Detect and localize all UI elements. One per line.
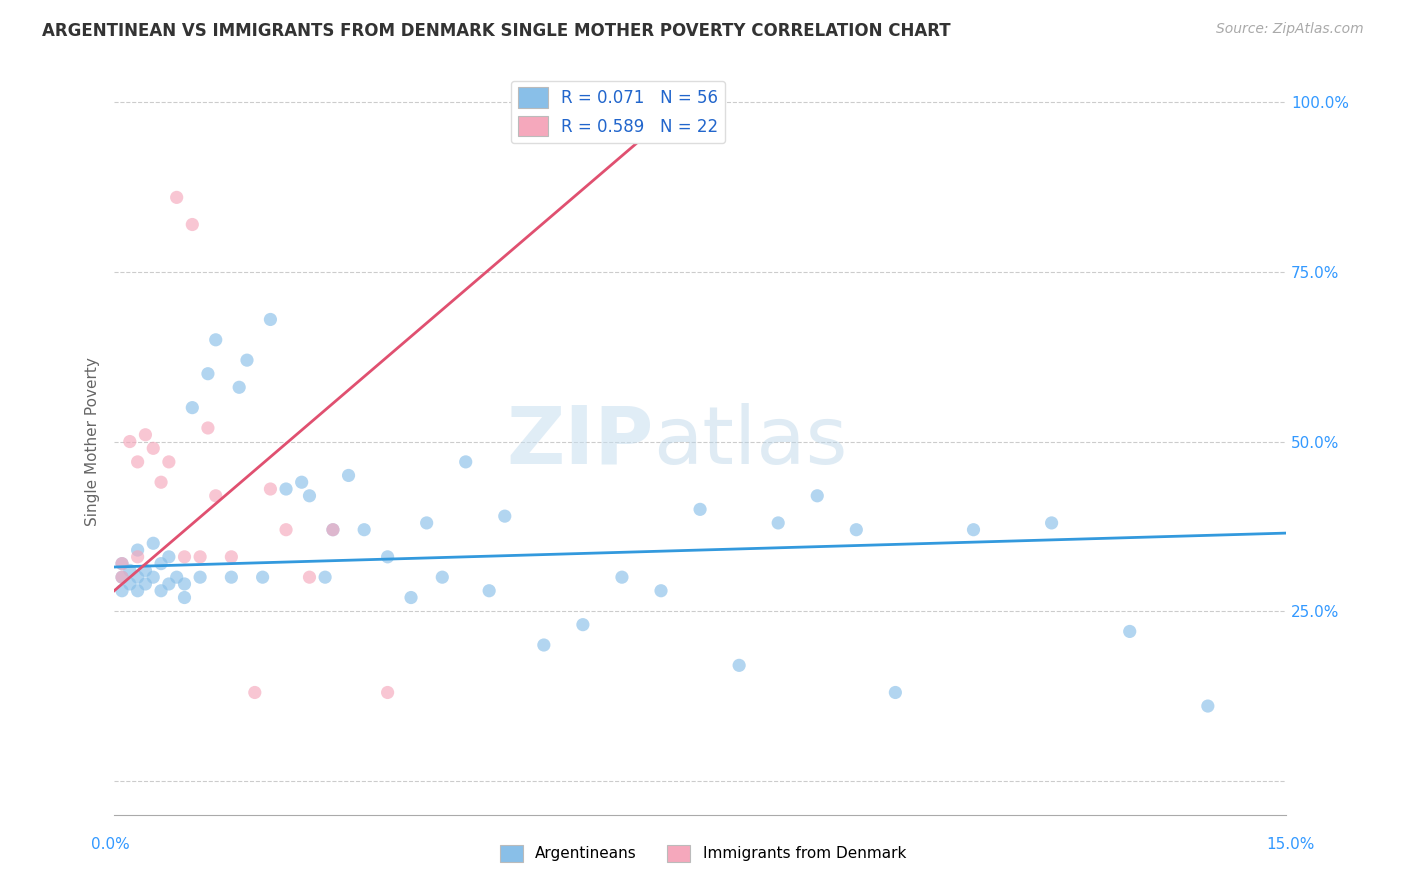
Point [127, 549, 149, 564]
Point [689, 502, 711, 516]
Text: 0.0%: 0.0% [91, 838, 131, 852]
Point [274, 482, 297, 496]
Point [728, 658, 751, 673]
Point [766, 516, 789, 530]
Point [111, 557, 134, 571]
Point [314, 570, 336, 584]
Point [173, 549, 195, 564]
Point [377, 685, 399, 699]
Point [142, 536, 165, 550]
Point [157, 549, 180, 564]
Point [118, 563, 141, 577]
Point [274, 523, 297, 537]
Legend: Argentineans, Immigrants from Denmark: Argentineans, Immigrants from Denmark [494, 838, 912, 868]
Point [572, 617, 595, 632]
Point [127, 570, 149, 584]
Legend: R = 0.071   N = 56, R = 0.589   N = 22: R = 0.071 N = 56, R = 0.589 N = 22 [512, 80, 725, 143]
Point [884, 685, 907, 699]
Point [157, 455, 180, 469]
Point [478, 583, 501, 598]
Point [252, 570, 274, 584]
Text: Source: ZipAtlas.com: Source: ZipAtlas.com [1216, 22, 1364, 37]
Point [150, 475, 173, 490]
Point [533, 638, 555, 652]
Point [610, 570, 633, 584]
Point [157, 577, 180, 591]
Point [377, 549, 399, 564]
Text: atlas: atlas [654, 402, 848, 481]
Text: 15.0%: 15.0% [1267, 838, 1315, 852]
Point [650, 583, 672, 598]
Point [806, 489, 828, 503]
Point [1119, 624, 1142, 639]
Point [298, 570, 321, 584]
Point [322, 523, 344, 537]
Point [150, 583, 173, 598]
Point [432, 570, 454, 584]
Point [127, 455, 149, 469]
Y-axis label: Single Mother Poverty: Single Mother Poverty [86, 357, 100, 526]
Point [188, 570, 211, 584]
Point [197, 367, 219, 381]
Point [291, 475, 314, 490]
Point [127, 583, 149, 598]
Point [236, 353, 259, 368]
Point [1197, 699, 1219, 714]
Point [415, 516, 437, 530]
Point [322, 523, 344, 537]
Point [1040, 516, 1063, 530]
Point [111, 557, 134, 571]
Point [181, 401, 204, 415]
Point [337, 468, 360, 483]
Point [111, 583, 134, 598]
Point [111, 570, 134, 584]
Point [204, 333, 226, 347]
Point [962, 523, 984, 537]
Text: ZIP: ZIP [506, 402, 654, 481]
Point [142, 442, 165, 456]
Point [243, 685, 266, 699]
Text: ARGENTINEAN VS IMMIGRANTS FROM DENMARK SINGLE MOTHER POVERTY CORRELATION CHART: ARGENTINEAN VS IMMIGRANTS FROM DENMARK S… [42, 22, 950, 40]
Point [228, 380, 250, 394]
Point [259, 482, 281, 496]
Point [134, 577, 156, 591]
Point [118, 434, 141, 449]
Point [111, 570, 134, 584]
Point [142, 570, 165, 584]
Point [454, 455, 477, 469]
Point [221, 570, 243, 584]
Point [118, 577, 141, 591]
Point [181, 218, 204, 232]
Point [134, 563, 156, 577]
Point [166, 190, 188, 204]
Point [399, 591, 422, 605]
Point [494, 509, 516, 524]
Point [298, 489, 321, 503]
Point [134, 427, 156, 442]
Point [845, 523, 868, 537]
Point [188, 549, 211, 564]
Point [197, 421, 219, 435]
Point [221, 549, 243, 564]
Point [259, 312, 281, 326]
Point [173, 577, 195, 591]
Point [150, 557, 173, 571]
Point [353, 523, 375, 537]
Point [204, 489, 226, 503]
Point [127, 543, 149, 558]
Point [166, 570, 188, 584]
Point [173, 591, 195, 605]
